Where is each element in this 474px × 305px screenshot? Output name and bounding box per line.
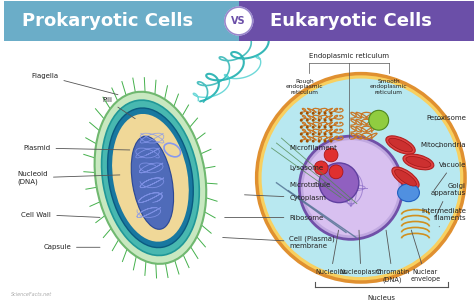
Circle shape [324,112,327,115]
Text: Mitochondria: Mitochondria [420,142,466,148]
Circle shape [300,119,303,122]
Ellipse shape [395,170,416,186]
Circle shape [329,112,333,115]
Text: Nucleolus: Nucleolus [315,230,347,275]
Ellipse shape [108,108,193,248]
Circle shape [314,161,328,175]
Text: Nucleus: Nucleus [368,295,396,301]
Ellipse shape [112,114,189,242]
Circle shape [303,140,399,235]
Circle shape [319,163,359,203]
Circle shape [318,119,320,122]
Circle shape [329,165,343,179]
Circle shape [329,126,333,129]
Circle shape [329,140,333,142]
Circle shape [312,133,315,136]
Text: Intermediate
filaments: Intermediate filaments [421,208,466,227]
Text: Nucleoplasm: Nucleoplasm [340,230,382,275]
Text: Eukaryotic Cells: Eukaryotic Cells [270,12,432,30]
Text: Lysosome: Lysosome [290,162,324,171]
Circle shape [324,140,327,142]
Text: Prokaryotic Cells: Prokaryotic Cells [22,12,193,30]
Text: Smooth
endoplasmic
reticulum: Smooth endoplasmic reticulum [370,79,407,95]
Circle shape [324,133,327,136]
Text: Flagella: Flagella [31,73,118,95]
Circle shape [299,136,402,239]
Ellipse shape [386,136,415,154]
Ellipse shape [406,156,431,167]
Circle shape [300,126,303,129]
Ellipse shape [403,154,434,170]
Text: Chromatin
(DNA): Chromatin (DNA) [375,230,410,283]
Text: Ribosome: Ribosome [225,214,324,221]
Bar [3,41,474,304]
Text: Endoplasmic reticulum: Endoplasmic reticulum [309,53,389,59]
Text: Cytoplasm: Cytoplasm [245,195,326,201]
Circle shape [318,112,320,115]
Circle shape [318,140,320,142]
Circle shape [312,140,315,142]
Ellipse shape [392,167,419,188]
Circle shape [329,119,333,122]
Ellipse shape [398,184,419,202]
Circle shape [318,133,320,136]
Bar [3,1,239,41]
Circle shape [324,119,327,122]
Text: ScienceFacts.net: ScienceFacts.net [11,292,53,297]
Circle shape [324,126,327,129]
Ellipse shape [95,92,206,264]
Text: Cell (Plasma)
membrane: Cell (Plasma) membrane [223,235,335,249]
Text: VS: VS [231,16,246,26]
Ellipse shape [101,100,199,256]
Circle shape [225,7,253,35]
Bar [239,1,474,41]
Text: Rough
endoplasmic
reticulum: Rough endoplasmic reticulum [285,79,323,95]
Text: Peroxisome: Peroxisome [426,115,466,121]
Circle shape [306,140,309,142]
Text: Plasmid: Plasmid [23,145,130,151]
Text: Cell Wall: Cell Wall [21,212,100,217]
Circle shape [300,112,303,115]
Circle shape [312,119,315,122]
Text: Capsule: Capsule [43,244,100,250]
Circle shape [306,112,309,115]
Text: Nuclear
envelope: Nuclear envelope [410,230,440,282]
Text: Microfilament: Microfilament [290,145,337,151]
Circle shape [306,119,309,122]
Text: Pili: Pili [103,97,135,119]
Circle shape [306,126,309,129]
Circle shape [318,126,320,129]
Circle shape [312,126,315,129]
Circle shape [262,79,460,277]
Circle shape [312,112,315,115]
Text: Microtubule: Microtubule [290,182,331,188]
Circle shape [329,133,333,136]
Text: Nucleoid
(DNA): Nucleoid (DNA) [18,171,120,185]
Text: Vacuole: Vacuole [434,162,466,190]
Circle shape [300,133,303,136]
Text: Golgi
apparatus: Golgi apparatus [431,183,466,215]
Circle shape [369,110,389,130]
Ellipse shape [389,138,412,152]
Circle shape [300,140,303,142]
Circle shape [256,74,465,282]
Ellipse shape [131,136,173,229]
Circle shape [306,133,309,136]
Circle shape [324,148,338,162]
